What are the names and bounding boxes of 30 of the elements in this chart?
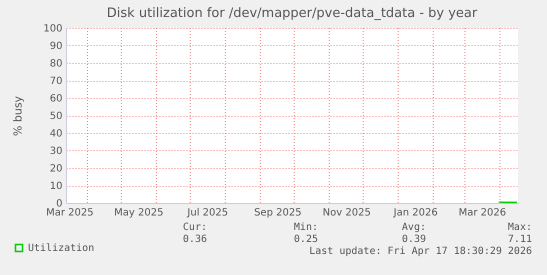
text: 0.36 bbox=[182, 234, 207, 245]
chart-title: Disk utilization for /dev/mapper/pve-data_tdata - by year bbox=[106, 6, 478, 21]
y-tick-label: 60 bbox=[50, 94, 62, 104]
x-tick-label: Sep 2025 bbox=[254, 208, 302, 218]
x-tick-label: Mar 2025 bbox=[46, 208, 94, 218]
y-tick-label: 20 bbox=[50, 164, 62, 174]
y-axis-title: % busy bbox=[11, 95, 24, 136]
y-tick-label: 100 bbox=[43, 24, 62, 34]
y-tick-label: 70 bbox=[50, 76, 62, 87]
x-tick-label: Jul 2025 bbox=[186, 208, 228, 218]
text: Max: bbox=[508, 222, 532, 233]
y-tick-label: 30 bbox=[50, 146, 62, 157]
text: Cur: bbox=[182, 222, 207, 233]
text: Avg: bbox=[402, 222, 426, 233]
text: 0.25 bbox=[294, 234, 318, 245]
text: Min: bbox=[294, 222, 318, 233]
x-tick-label: Nov 2025 bbox=[322, 208, 371, 218]
legend-label: Utilization bbox=[28, 243, 94, 254]
y-tick-label: 0 bbox=[56, 198, 62, 210]
y-tick-label: 40 bbox=[50, 128, 62, 140]
x-tick-label: Mar 2026 bbox=[458, 208, 506, 218]
y-tick-label: 10 bbox=[50, 181, 62, 192]
x-tick-label: May 2025 bbox=[114, 208, 164, 218]
text: 7.11 bbox=[508, 234, 532, 245]
text: 0.39 bbox=[402, 234, 426, 245]
y-tick-label: 90 bbox=[50, 41, 62, 52]
y-tick-label: 80 bbox=[50, 58, 62, 70]
y-tick-label: 50 bbox=[50, 111, 62, 122]
text: Last update: Fri Apr 17 18:30:29 2026 bbox=[309, 246, 532, 257]
x-tick-label: Jan 2026 bbox=[392, 208, 438, 218]
